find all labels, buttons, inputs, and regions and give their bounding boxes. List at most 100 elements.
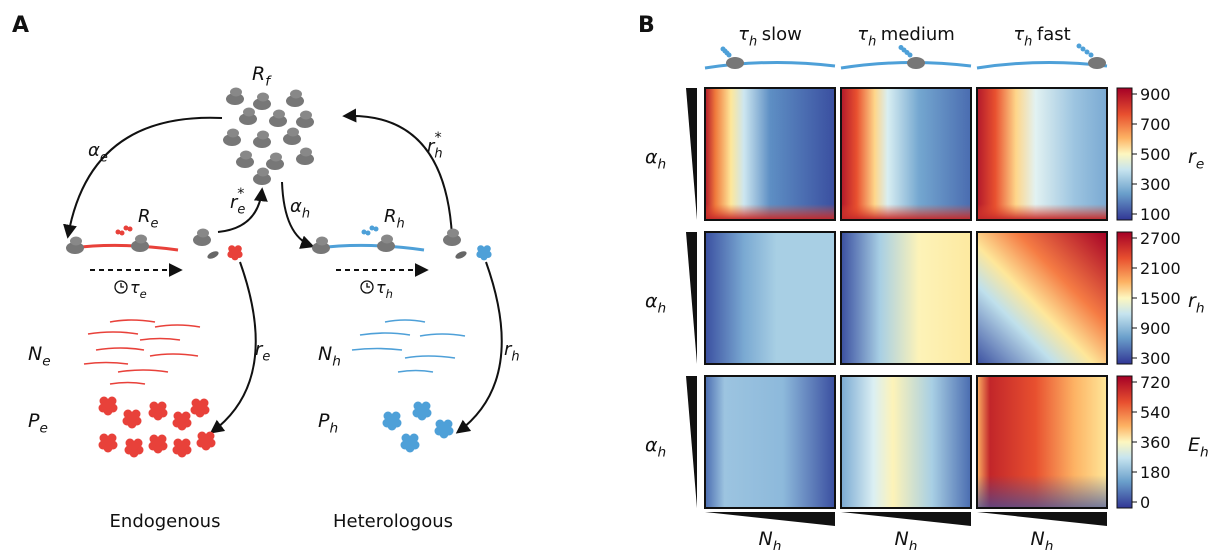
heatmap-edge [705,88,835,220]
protein [196,402,205,411]
ribosome-label: Rh [384,206,405,231]
mrna [977,62,1107,68]
ribosome [240,151,252,160]
rate-label: rh* [427,130,443,161]
rate-label: αh [290,196,310,221]
x-axis-label: Nh [1031,528,1054,550]
peptide [1081,47,1086,52]
subscript: e [1196,157,1204,173]
panel-label: A [12,13,29,38]
protein [418,405,427,414]
protein [104,400,113,409]
colorbar-tick-label: 900 [1140,85,1171,104]
caption: Heterologous [333,511,453,532]
protein [440,423,449,432]
symbol: α [645,146,658,168]
x-wedge [841,512,971,526]
subscript: h [658,445,667,461]
symbol: P [318,410,330,432]
ribosome [135,235,147,244]
subscript: h [332,354,341,370]
ribosome [316,237,328,246]
mrna-label: Ne [28,343,51,370]
ribosomes [66,88,468,261]
rate-label: re [255,339,270,364]
colorbar [1117,232,1132,364]
ribosome [726,57,744,69]
symbol: τ [738,24,749,45]
heatmap [705,376,835,508]
text: slow [762,24,802,45]
ribosome [273,110,285,119]
colorbar [1117,88,1132,220]
colorbar-tick-label: 700 [1140,115,1171,134]
symbol: α [645,434,658,456]
colorbar-tick-label: 2100 [1140,259,1181,278]
ribosome [270,153,282,162]
protein [406,437,415,446]
colorbar-tick-label: 900 [1140,319,1171,338]
mrna-label: Nh [318,343,341,370]
protein [231,248,238,255]
free-ribosomes: Rf [252,63,272,90]
subscript: e [140,287,147,301]
y-wedge [686,88,697,220]
subscript: h [658,157,667,173]
x-axis-label: Nh [759,528,782,550]
x-axis-label: Nh [895,528,918,550]
ribosome-subunit [206,250,219,261]
panel-b-drawing [686,44,1137,527]
subscript: h [397,216,405,231]
peptide [1085,50,1090,55]
peptide [128,227,133,232]
colorbar [1117,376,1132,508]
subscript: e [42,354,50,370]
symbol: τ [130,278,140,297]
protein-label: Ph [318,410,338,437]
subscript: h [658,301,667,317]
heatmap-edge [977,376,1107,508]
text: fast [1037,24,1071,45]
ribosome [243,108,255,117]
peptide [366,231,371,236]
symbol: P [28,410,40,432]
heatmap [841,232,971,364]
text: medium [881,24,955,45]
colorbar-tick-label: 100 [1140,205,1171,224]
symbol: E [1188,434,1200,456]
panel-a-drawing [68,116,502,432]
protein [202,435,211,444]
protein [154,438,163,447]
colorbar-label: re [1188,146,1204,173]
subscript: h [1024,34,1032,49]
subscript: h [386,287,393,301]
protein-label: Pe [28,410,48,437]
colorbar-tick-label: 1500 [1140,289,1181,308]
colorbar-tick-label: 500 [1140,145,1171,164]
y-wedge [686,376,697,508]
subscript: h [1200,445,1209,461]
symbol: N [895,528,909,550]
heatmap [841,376,971,508]
ribosome [227,129,239,138]
peptide [374,227,379,232]
ribosome [300,111,312,120]
subscript: h [1045,539,1054,550]
symbol: α [645,290,658,312]
colorbar-tick-label: 0 [1140,493,1150,512]
ribosome [1088,57,1106,69]
time-label: τe [130,278,147,301]
subscript: e [39,421,47,437]
subscript: h [909,539,918,550]
peptide [1077,44,1082,49]
ribosome [257,131,269,140]
protein [104,437,113,446]
y-axis-label: αh [645,434,666,461]
subscript: e [151,216,159,231]
symbol: N [1031,528,1045,550]
y-axis-label: αh [645,146,666,173]
protein [178,442,187,451]
colorbar-tick-label: 2700 [1140,229,1181,248]
subscript: h [434,146,442,161]
protein [154,405,163,414]
